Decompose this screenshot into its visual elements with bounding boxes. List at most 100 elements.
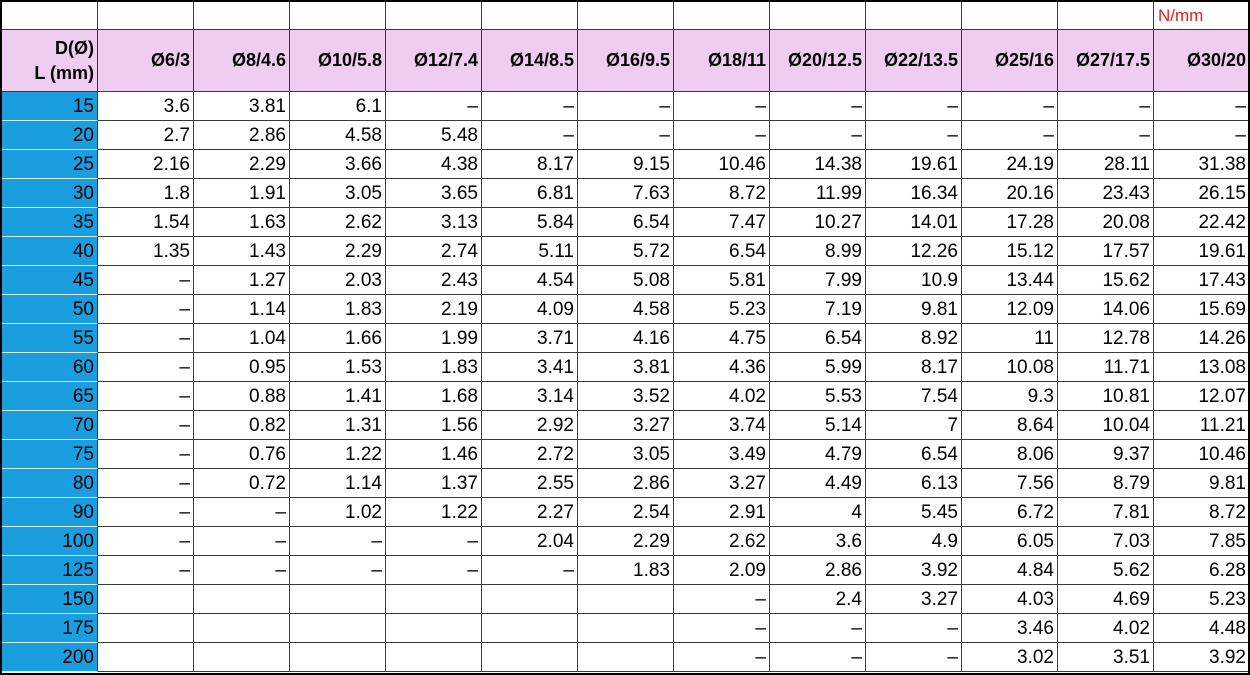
- value-cell: 1.04: [194, 324, 290, 353]
- value-cell: [98, 643, 194, 672]
- value-cell: 5.99: [770, 353, 866, 382]
- corner-label: L (mm): [34, 62, 94, 83]
- value-cell: 7.19: [770, 295, 866, 324]
- value-cell: 2.62: [290, 208, 386, 237]
- row-header: 35: [2, 208, 98, 237]
- value-cell: 7.54: [866, 382, 962, 411]
- value-cell: –: [290, 556, 386, 585]
- value-cell: 3.46: [962, 614, 1058, 643]
- value-cell: 6.28: [1154, 556, 1248, 585]
- value-cell: 4.02: [674, 382, 770, 411]
- value-cell: 28.11: [1058, 150, 1154, 179]
- value-cell: 1.91: [194, 179, 290, 208]
- value-cell: 1.02: [290, 498, 386, 527]
- value-cell: 4.79: [770, 440, 866, 469]
- value-cell: 3.92: [1154, 643, 1248, 672]
- column-header: Ø16/9.5: [578, 30, 674, 92]
- value-cell: [482, 643, 578, 672]
- value-cell: 1.31: [290, 411, 386, 440]
- value-cell: –: [98, 440, 194, 469]
- value-cell: 8.06: [962, 440, 1058, 469]
- value-cell: [482, 614, 578, 643]
- row-header: 70: [2, 411, 98, 440]
- value-cell: 7.81: [1058, 498, 1154, 527]
- value-cell: 3.92: [866, 556, 962, 585]
- value-cell: 1.41: [290, 382, 386, 411]
- value-cell: 6.72: [962, 498, 1058, 527]
- value-cell: –: [98, 498, 194, 527]
- value-cell: 3.66: [290, 150, 386, 179]
- value-cell: 1.99: [386, 324, 482, 353]
- value-cell: 5.48: [386, 121, 482, 150]
- value-cell: 6.54: [866, 440, 962, 469]
- value-cell: –: [386, 556, 482, 585]
- column-header: Ø6/3: [98, 30, 194, 92]
- value-cell: 3.05: [290, 179, 386, 208]
- value-cell: 6.54: [674, 237, 770, 266]
- value-cell: 1.66: [290, 324, 386, 353]
- blank-cell: [2, 2, 98, 30]
- value-cell: 2.55: [482, 469, 578, 498]
- value-cell: 4.84: [962, 556, 1058, 585]
- row-header: 80: [2, 469, 98, 498]
- value-cell: 13.44: [962, 266, 1058, 295]
- value-cell: 0.72: [194, 469, 290, 498]
- value-cell: [194, 614, 290, 643]
- row-header: 30: [2, 179, 98, 208]
- value-cell: 4.38: [386, 150, 482, 179]
- value-cell: 1.8: [98, 179, 194, 208]
- value-cell: 10.08: [962, 353, 1058, 382]
- value-cell: –: [98, 411, 194, 440]
- value-cell: –: [1154, 92, 1248, 121]
- row-header: 150: [2, 585, 98, 614]
- value-cell: 3.27: [674, 469, 770, 498]
- value-cell: 7.99: [770, 266, 866, 295]
- value-cell: 1.22: [290, 440, 386, 469]
- value-cell: 4.03: [962, 585, 1058, 614]
- value-cell: 7.47: [674, 208, 770, 237]
- value-cell: 4.75: [674, 324, 770, 353]
- value-cell: 2.4: [770, 585, 866, 614]
- value-cell: 15.12: [962, 237, 1058, 266]
- value-cell: –: [674, 643, 770, 672]
- row-header: 90: [2, 498, 98, 527]
- value-cell: 3.49: [674, 440, 770, 469]
- value-cell: [98, 585, 194, 614]
- value-cell: 1.68: [386, 382, 482, 411]
- column-header: Ø20/12.5: [770, 30, 866, 92]
- value-cell: 3.51: [1058, 643, 1154, 672]
- value-cell: 14.01: [866, 208, 962, 237]
- value-cell: 19.61: [866, 150, 962, 179]
- value-cell: 1.83: [578, 556, 674, 585]
- value-cell: –: [98, 324, 194, 353]
- value-cell: 7: [866, 411, 962, 440]
- value-cell: 4.9: [866, 527, 962, 556]
- value-cell: 9.3: [962, 382, 1058, 411]
- value-cell: 8.17: [482, 150, 578, 179]
- value-cell: 1.83: [386, 353, 482, 382]
- value-cell: 12.07: [1154, 382, 1248, 411]
- value-cell: –: [674, 121, 770, 150]
- value-cell: 2.72: [482, 440, 578, 469]
- value-cell: –: [674, 585, 770, 614]
- blank-cell: [866, 2, 962, 30]
- value-cell: 4.36: [674, 353, 770, 382]
- value-cell: 1.83: [290, 295, 386, 324]
- value-cell: 10.27: [770, 208, 866, 237]
- value-cell: 15.62: [1058, 266, 1154, 295]
- value-cell: 2.04: [482, 527, 578, 556]
- value-cell: 4.69: [1058, 585, 1154, 614]
- value-cell: –: [98, 295, 194, 324]
- value-cell: 7.63: [578, 179, 674, 208]
- value-cell: 10.9: [866, 266, 962, 295]
- value-cell: 3.13: [386, 208, 482, 237]
- value-cell: 14.26: [1154, 324, 1248, 353]
- value-cell: 2.19: [386, 295, 482, 324]
- value-cell: 3.27: [866, 585, 962, 614]
- value-cell: 5.14: [770, 411, 866, 440]
- value-cell: –: [866, 614, 962, 643]
- value-cell: –: [98, 527, 194, 556]
- value-cell: –: [98, 382, 194, 411]
- value-cell: –: [290, 527, 386, 556]
- value-cell: 8.64: [962, 411, 1058, 440]
